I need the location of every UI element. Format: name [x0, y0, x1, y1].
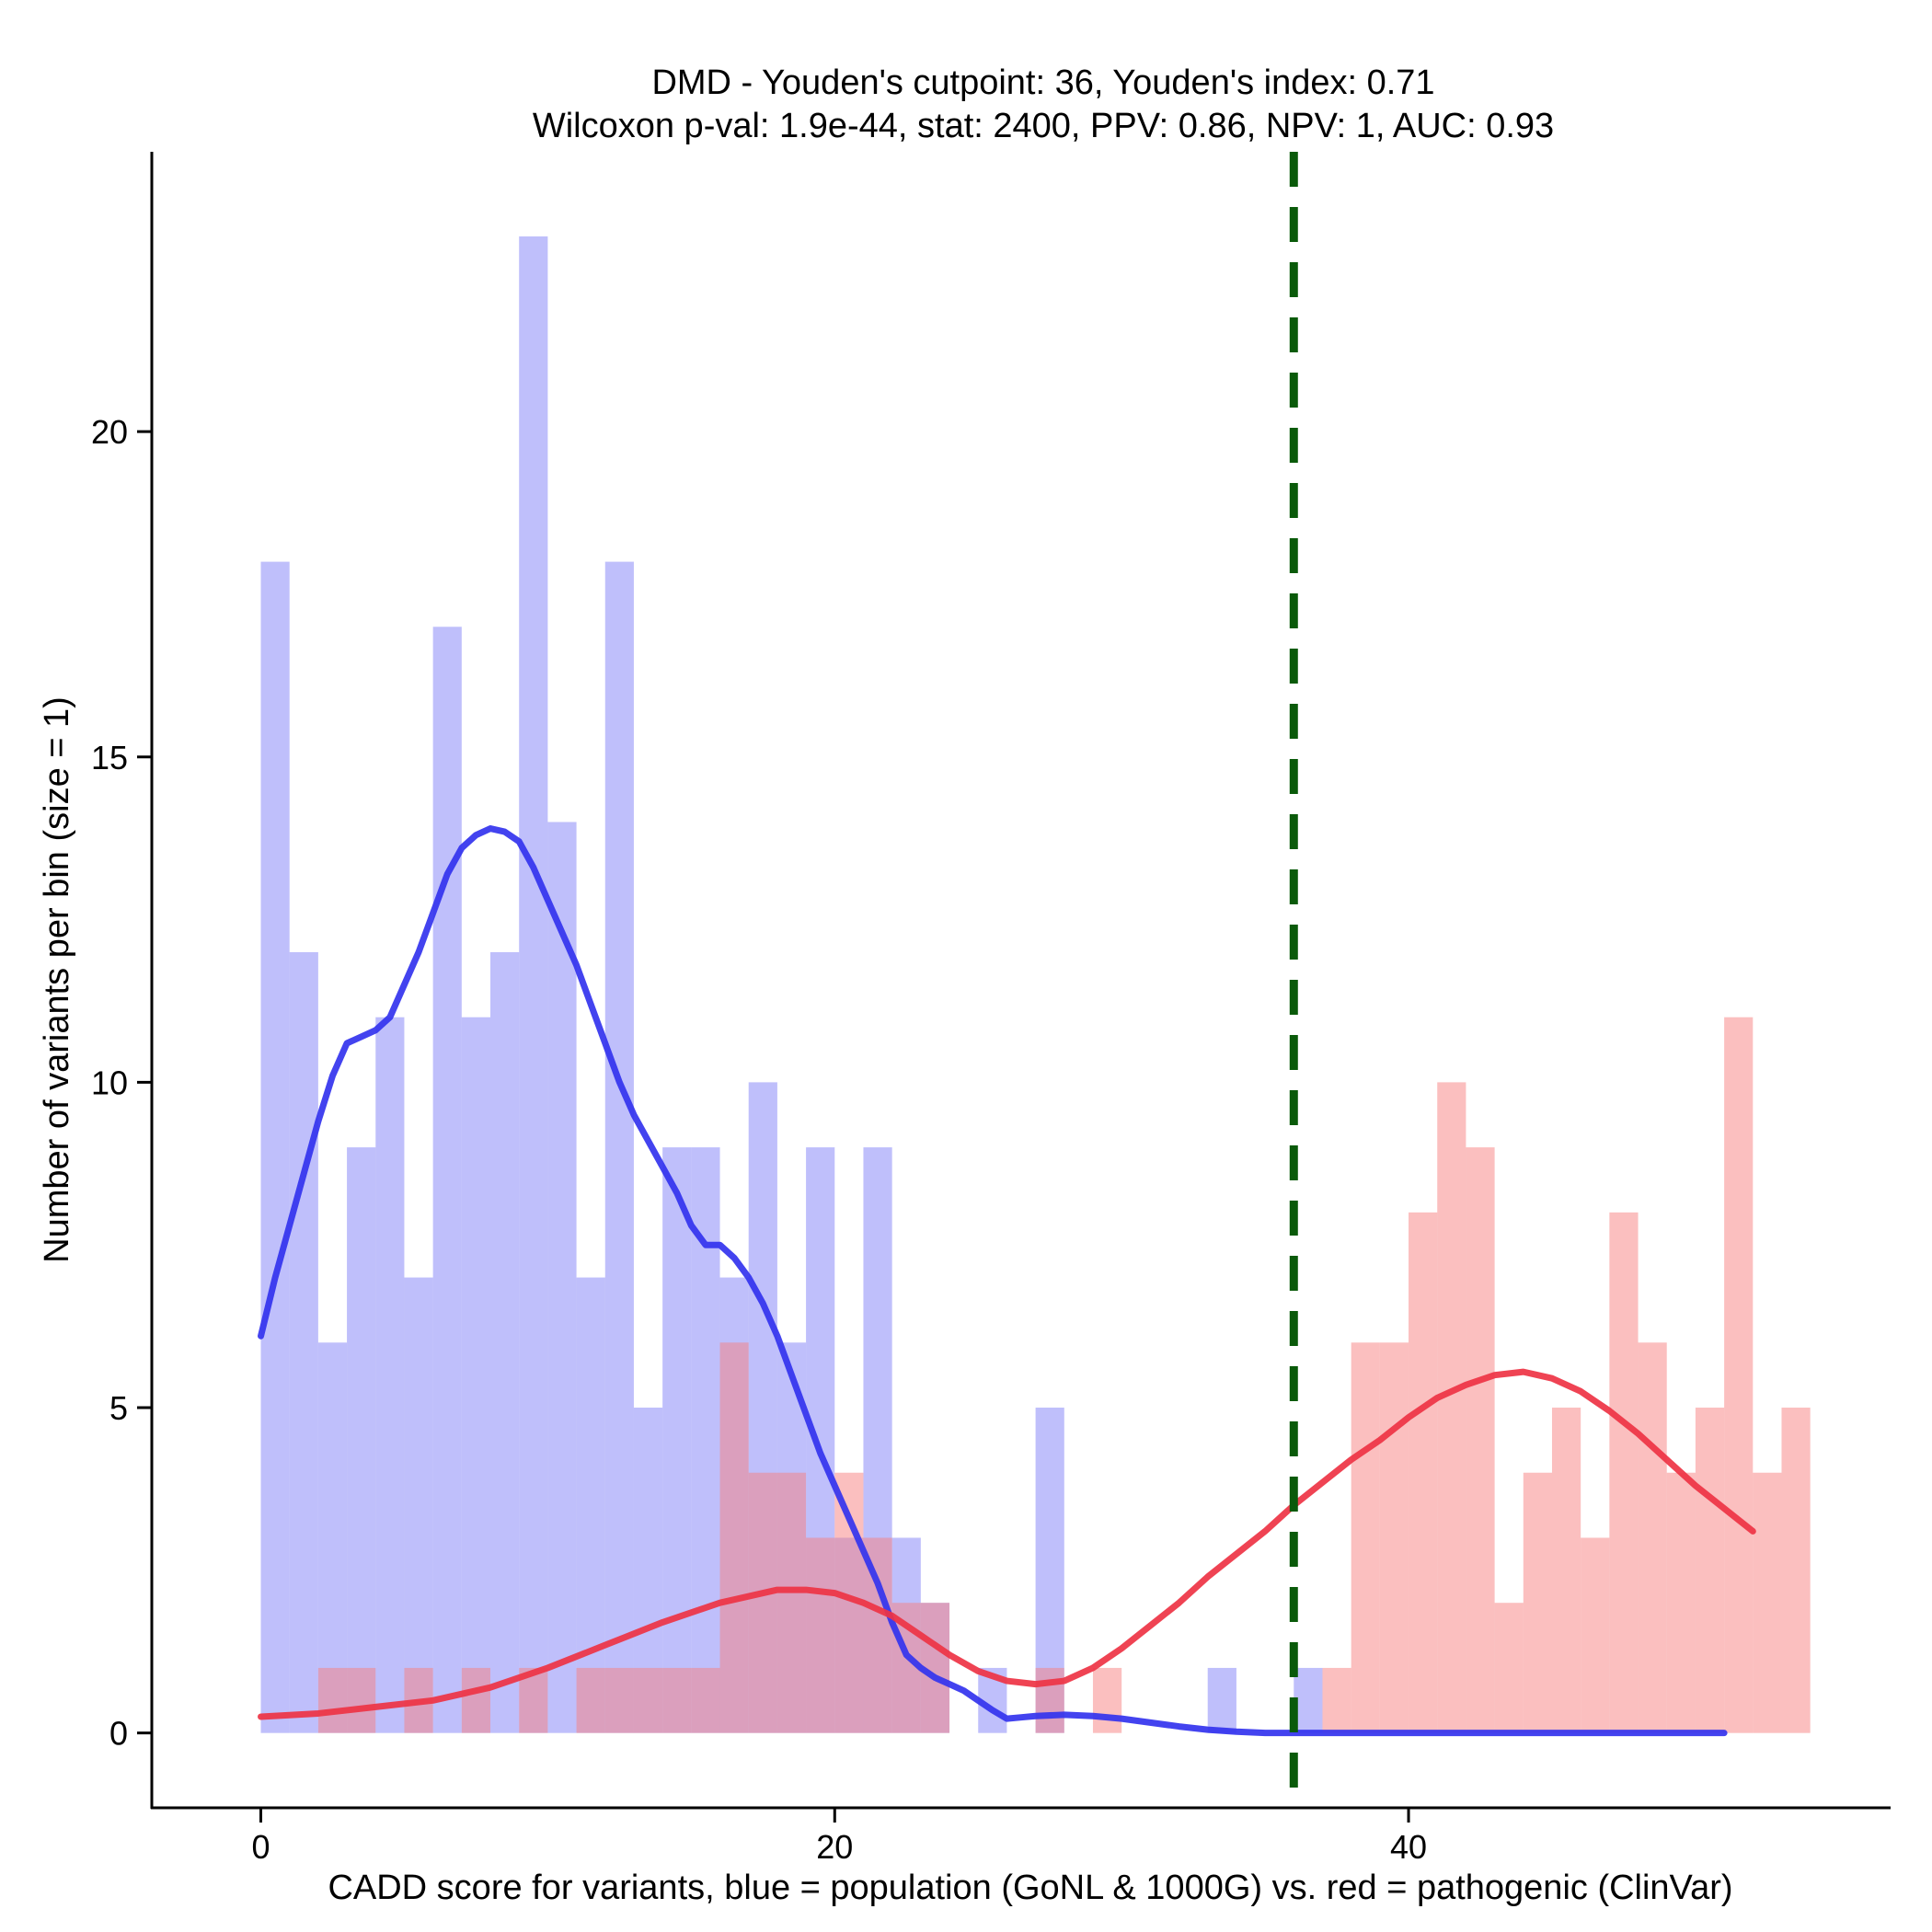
chart-title-line-1: DMD - Youden's cutpoint: 36, Youden's in… [651, 63, 1434, 102]
pathogenic-bin-bar [748, 1472, 777, 1733]
y-tick-label: 15 [91, 739, 128, 776]
population-bin-bar [490, 951, 520, 1733]
y-tick-label: 5 [109, 1389, 128, 1427]
pathogenic-bin-bar [317, 1667, 348, 1733]
pathogenic-density-line [258, 1368, 1756, 1720]
pathogenic-bin-bar [1379, 1342, 1409, 1733]
pathogenic-bin-bar [1781, 1408, 1811, 1733]
population-bin-bar [289, 951, 318, 1733]
population-bin-bar [547, 822, 577, 1733]
pathogenic-bin-bar [1638, 1342, 1667, 1733]
pathogenic-bin-bar [1322, 1667, 1351, 1733]
population-histogram [260, 236, 1323, 1733]
population-bin-bar [662, 1147, 692, 1733]
pathogenic-bin-bar [691, 1667, 720, 1733]
pathogenic-bin-bar [1609, 1212, 1639, 1733]
pathogenic-bin-bar [719, 1342, 749, 1733]
pathogenic-bin-bar [1753, 1472, 1782, 1733]
pathogenic-bin-bar [1035, 1667, 1064, 1733]
x-axis-label: CADD score for variants, blue = populati… [328, 1869, 1732, 1907]
y-tick-label: 20 [91, 413, 128, 451]
pathogenic-bin-bar [461, 1667, 491, 1733]
pathogenic-bin-bar [1494, 1603, 1524, 1733]
pathogenic-bin-bar [662, 1667, 692, 1733]
population-bin-bar [519, 236, 548, 1733]
pathogenic-bin-bar [347, 1667, 376, 1733]
pathogenic-bin-bar [1409, 1212, 1438, 1733]
y-tick-label: 0 [109, 1715, 128, 1753]
pathogenic-bin-bar [1351, 1342, 1380, 1733]
pathogenic-bin-bar [1724, 1017, 1754, 1733]
population-bin-bar [404, 1277, 433, 1733]
pathogenic-bin-bar [1666, 1472, 1696, 1733]
pathogenic-bin-bar [1523, 1472, 1552, 1733]
population-bin-bar [576, 1277, 605, 1733]
population-bin-bar [1294, 1667, 1323, 1733]
population-bin-bar [375, 1017, 405, 1733]
pathogenic-bin-bar [1695, 1408, 1725, 1733]
x-tick-label: 40 [1390, 1828, 1427, 1866]
pathogenic-histogram [317, 1017, 1811, 1733]
pathogenic-bin-bar [576, 1667, 605, 1733]
pathogenic-bin-bar [1551, 1408, 1581, 1733]
pathogenic-bin-bar [1437, 1082, 1466, 1733]
y-axis-ticks: 0 5 10 15 20 [91, 413, 152, 1753]
population-bin-bar [347, 1147, 376, 1733]
pathogenic-bin-bar [806, 1537, 835, 1733]
population-bin-bar [260, 561, 290, 1733]
pathogenic-bin-bar [604, 1667, 634, 1733]
pathogenic-bin-bar [776, 1472, 807, 1733]
population-bin-bar [461, 1017, 491, 1733]
chart-title-line-2: Wilcoxon p-val: 1.9e-44, stat: 2400, PPV… [533, 107, 1554, 145]
y-tick-label: 10 [91, 1064, 128, 1101]
x-axis-ticks: 0 20 40 [251, 1808, 1427, 1866]
pathogenic-bin-bar [633, 1667, 663, 1733]
x-tick-label: 0 [251, 1828, 270, 1866]
y-axis-label: Number of variants per bin (size = 1) [38, 696, 76, 1263]
pathogenic-bin-bar [1466, 1147, 1495, 1733]
pathogenic-bin-bar [1581, 1537, 1610, 1733]
population-bin-bar [432, 627, 462, 1733]
population-bin-bar [604, 561, 634, 1733]
population-bin-bar [1207, 1667, 1236, 1733]
pathogenic-bin-bar [863, 1537, 892, 1733]
x-tick-label: 20 [816, 1828, 853, 1866]
pathogenic-bin-bar [1092, 1667, 1122, 1733]
population-density-line [258, 825, 1728, 1737]
